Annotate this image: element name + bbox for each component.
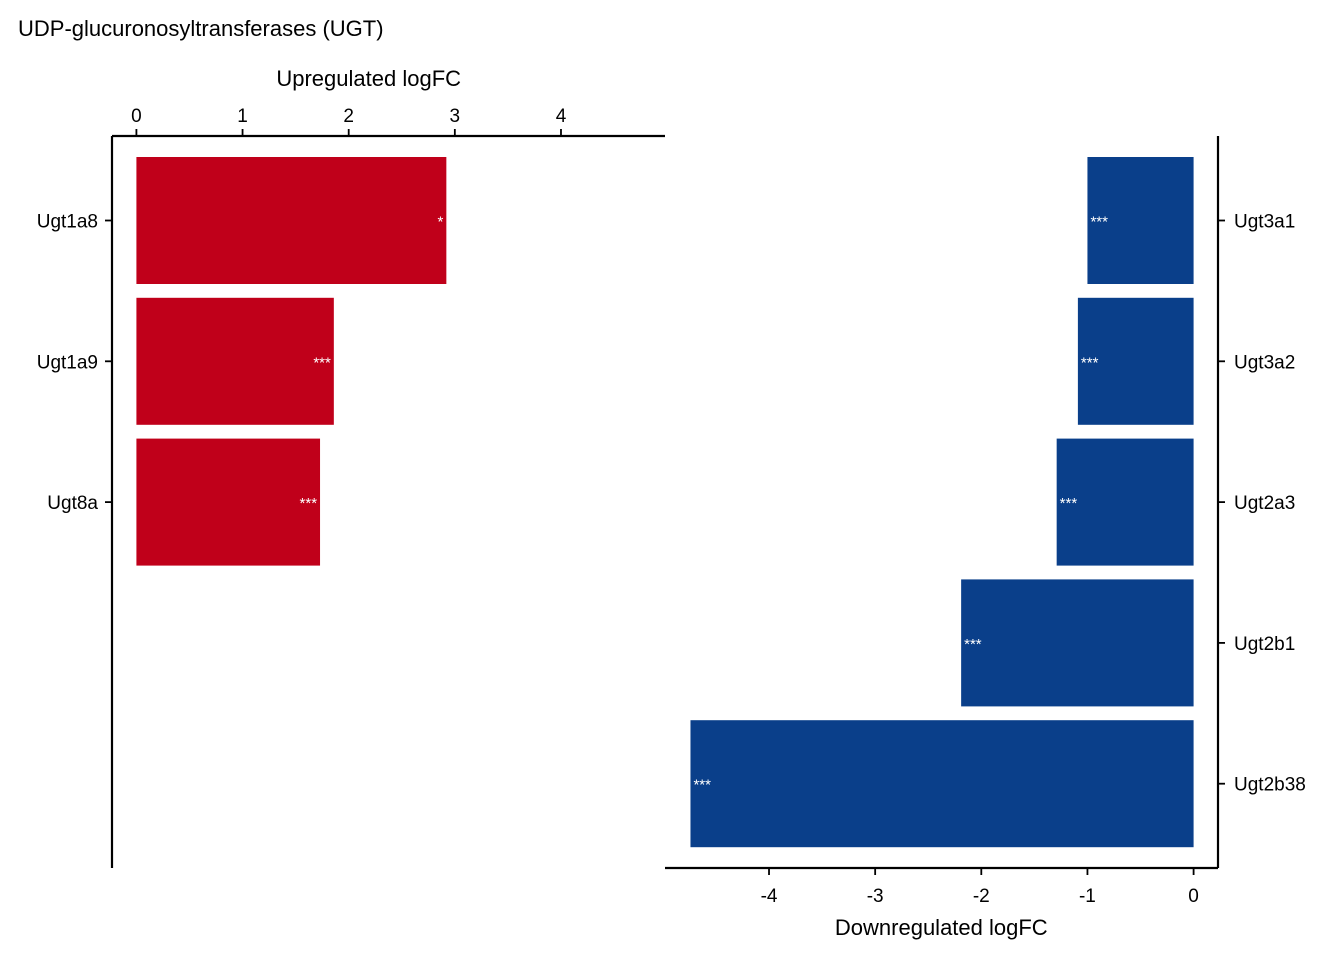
- up-x-tick-label: 1: [237, 106, 248, 127]
- down-y-tick-label: Ugt2b1: [1234, 634, 1295, 655]
- down-significance-label: ***: [1090, 214, 1108, 231]
- up-x-tick-label: 3: [450, 106, 461, 127]
- down-x-tick-label: -3: [867, 886, 884, 907]
- down-y-tick-label: Ugt3a2: [1234, 352, 1295, 373]
- down-x-tick-label: -1: [1079, 886, 1096, 907]
- up-x-tick-label: 0: [131, 106, 142, 127]
- up-x-tick-label: 2: [343, 106, 354, 127]
- up-bar: [136, 438, 321, 566]
- up-significance-label: ***: [313, 354, 331, 371]
- down-bar: [1087, 157, 1194, 284]
- up-significance-label: ***: [300, 495, 318, 512]
- down-significance-label: ***: [1081, 354, 1099, 371]
- down-bar: [690, 720, 1194, 848]
- up-y-tick-label: Ugt1a8: [37, 212, 98, 233]
- up-significance-label: *: [438, 214, 444, 231]
- down-bar: [1056, 438, 1194, 566]
- down-significance-label: ***: [1060, 495, 1078, 512]
- down-y-tick-label: Ugt2a3: [1234, 493, 1295, 514]
- downregulated-panel: -4 -3 -2 -1 0 Downregulated logFC Ugt3a1 *** Ugt…: [665, 136, 1306, 940]
- down-significance-label: ***: [693, 777, 711, 794]
- down-x-axis-label: Downregulated logFC: [835, 915, 1048, 940]
- down-y-tick-label: Ugt3a1: [1234, 212, 1295, 233]
- up-bar: [136, 157, 447, 284]
- up-bar: [136, 297, 334, 425]
- up-x-axis-label: Upregulated logFC: [276, 66, 461, 91]
- down-x-tick-label: 0: [1188, 886, 1199, 907]
- up-x-tick-label: 4: [556, 106, 567, 127]
- down-x-tick-label: -4: [761, 886, 778, 907]
- down-x-tick-label: -2: [973, 886, 990, 907]
- down-significance-label: ***: [964, 636, 982, 653]
- down-bar: [1077, 297, 1194, 425]
- down-y-tick-label: Ugt2b38: [1234, 775, 1306, 796]
- up-y-tick-label: Ugt1a9: [37, 352, 98, 373]
- upregulated-panel: 0 1 2 3 4 Upregulated logFC Ugt1a8 * Ugt1a9 *** Ug…: [37, 66, 665, 868]
- down-bar: [961, 579, 1194, 707]
- chart-title: UDP-glucuronosyltransferases (UGT): [18, 16, 384, 41]
- up-y-tick-label: Ugt8a: [47, 493, 98, 514]
